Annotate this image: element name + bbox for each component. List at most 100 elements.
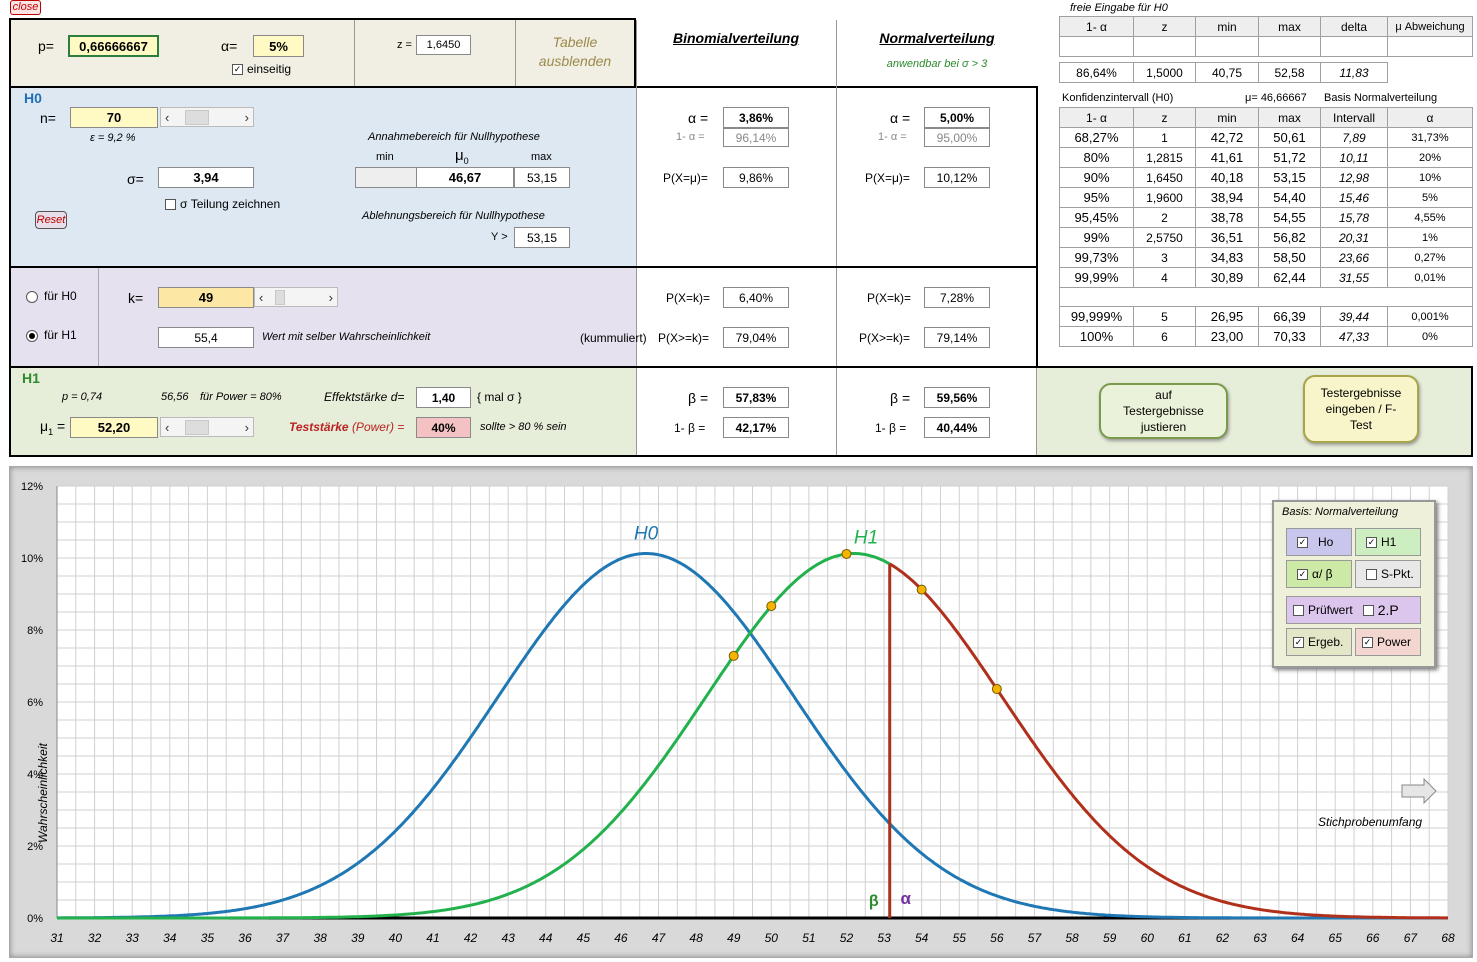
data-point-marker	[841, 548, 852, 559]
p-input[interactable]: 0,66666667	[68, 35, 159, 57]
chevron-right-icon[interactable]: ›	[244, 109, 249, 125]
ablehnung-label: Ablehnungsbereich für Nullhypothese	[362, 210, 545, 222]
z-value: 1,6450	[416, 35, 471, 55]
legend-title: Basis: Normalverteilung	[1282, 506, 1399, 518]
chevron-left-icon[interactable]: ‹	[165, 109, 170, 125]
bin-pxgk-label: P(X>=k)=	[658, 331, 710, 345]
norm-beta-value: 59,56%	[924, 387, 990, 408]
z-label: z =	[397, 39, 412, 51]
effekt-value: 1,40	[416, 387, 471, 408]
min-label: min	[376, 151, 394, 163]
mu1-input[interactable]: 52,20	[70, 417, 158, 438]
ftest-button[interactable]: Testergebnisse eingeben / F-Test	[1303, 375, 1419, 443]
power-value: 40%	[416, 417, 471, 438]
bin-1beta-value: 42,17%	[723, 417, 789, 438]
check-icon: ✓	[1362, 636, 1373, 648]
mu1-scrollbar[interactable]: ‹ ›	[160, 417, 254, 437]
chevron-right-icon[interactable]: ›	[244, 419, 249, 435]
y-tick-label: 8%	[27, 625, 43, 637]
y-tick-label: 6%	[27, 697, 43, 709]
kummuliert-label: (kummuliert)	[580, 331, 647, 345]
chevron-left-icon[interactable]: ‹	[259, 289, 264, 305]
data-point-marker	[916, 584, 927, 595]
mu1-label: μ1 =	[40, 418, 66, 437]
justieren-button[interactable]: auf Testergebnisse justieren	[1099, 383, 1228, 439]
x-tick-label: 41	[426, 931, 439, 945]
norm-pmu-label: P(X=μ)=	[865, 171, 910, 185]
x-tick-label: 46	[614, 931, 628, 945]
check-icon	[1362, 604, 1374, 616]
x-tick-label: 40	[389, 931, 403, 945]
h0-title: H0	[24, 90, 42, 106]
beta-label: β	[869, 893, 879, 910]
close-button[interactable]: close	[10, 0, 41, 15]
konf-basis: Basis Normalverteilung	[1324, 92, 1438, 104]
legend-alpha-beta-toggle[interactable]: ✓ α/ β	[1286, 560, 1352, 588]
n-input[interactable]: 70	[70, 107, 158, 128]
x-tick-label: 65	[1329, 931, 1343, 945]
n-scrollbar[interactable]: ‹ ›	[160, 107, 254, 127]
chevron-right-icon[interactable]: ›	[328, 289, 333, 305]
x-tick-label: 45	[577, 931, 591, 945]
norm-pxgk-label: P(X>=k)=	[859, 331, 911, 345]
x-tick-label: 64	[1291, 931, 1305, 945]
konf-row: 95% 1,9600 38,94 54,40 15,46 5%	[1059, 187, 1473, 208]
check-icon	[1293, 604, 1304, 616]
x-tick-label: 55	[953, 931, 967, 945]
fuer-h0-radio[interactable]: für H0	[26, 289, 77, 303]
x-tick-label: 34	[163, 931, 177, 945]
x-tick-label: 47	[652, 931, 667, 945]
legend-power-toggle[interactable]: ✓ Power	[1355, 628, 1421, 656]
arrow-right-icon[interactable]	[1400, 778, 1438, 804]
x-tick-label: 42	[464, 931, 478, 945]
legend-h1-toggle[interactable]: ✓ H1	[1355, 528, 1421, 556]
konf-row: 99,999% 5 26,95 66,39 39,44 0,001%	[1059, 306, 1473, 327]
legend-pruefwert-toggle[interactable]: Prüfwert 2.P	[1286, 596, 1421, 624]
k-input[interactable]: 49	[158, 287, 254, 308]
check-icon: ✓	[1293, 636, 1304, 648]
fuer-h1-radio[interactable]: für H1	[26, 328, 77, 342]
reset-button[interactable]: Reset	[35, 211, 67, 229]
legend-ho-toggle[interactable]: ✓ Ho	[1286, 528, 1352, 556]
effekt-label: Effektstärke d=	[324, 390, 405, 404]
sigma-teilung-checkbox[interactable]: σ Teilung zeichnen	[165, 197, 280, 211]
max-value: 53,15	[514, 167, 570, 188]
check-icon: ✓	[1297, 568, 1308, 580]
konf-row: 90% 1,6450 40,18 53,15 12,98 10%	[1059, 167, 1473, 188]
free-input-row	[1059, 36, 1473, 57]
check-icon	[1366, 568, 1377, 580]
y-axis-label: Wahrscheinlichkeit	[36, 743, 50, 843]
norm-pxk-label: P(X=k)=	[867, 291, 912, 305]
norm-beta-label: β =	[890, 390, 911, 406]
free-result-row: 86,64% 1,5000 40,75 52,58 11,83	[1059, 62, 1473, 83]
einseitig-checkbox[interactable]: ✓ einseitig	[232, 62, 291, 76]
norm-pxgk-value: 79,14%	[924, 327, 990, 348]
power80-label: für Power = 80%	[200, 391, 282, 403]
x-tick-label: 50	[765, 931, 779, 945]
alpha-input[interactable]: 5%	[253, 35, 304, 57]
y-tick-label: 0%	[27, 913, 43, 925]
x-tick-label: 38	[313, 931, 327, 945]
chart: 31 32 33 34 35 36 37 38 39 40 41 42 43 44 45 46 47 48 49 50…	[21, 481, 1455, 945]
norm-alpha-label: α =	[890, 110, 911, 126]
x-tick-label: 53	[877, 931, 891, 945]
chevron-left-icon[interactable]: ‹	[165, 419, 170, 435]
legend-ergeb-toggle[interactable]: ✓ Ergeb.	[1286, 628, 1352, 656]
h1-curve-beta	[57, 552, 891, 920]
x-tick-label: 67	[1404, 931, 1419, 945]
bin-alpha-label: α =	[688, 110, 709, 126]
konf-row: 99% 2,5750 36,51 56,82 20,31 1%	[1059, 227, 1473, 248]
k-scrollbar[interactable]: ‹ ›	[254, 287, 338, 307]
legend-spkt-toggle[interactable]: S-Pkt.	[1355, 560, 1421, 588]
konf-table: 1- α z min max Intervall α 68,27% 1 42,72 50,61 7…	[1059, 107, 1473, 347]
fuer-h0-label: für H0	[44, 289, 77, 303]
x-tick-label: 56	[990, 931, 1004, 945]
check-icon: ✓	[1366, 536, 1377, 548]
sollte-label: sollte > 80 % sein	[480, 421, 567, 433]
alpha-label: α=	[221, 38, 238, 54]
teststaerke-label: Teststärke (Power) =	[289, 420, 405, 434]
bin-pmu-value: 9,86%	[723, 167, 789, 188]
power80-value: 56,56	[161, 391, 189, 403]
tabelle-ausblenden-button[interactable]: Tabelle ausblenden	[538, 34, 612, 69]
bin-pxk-label: P(X=k)=	[666, 291, 711, 305]
